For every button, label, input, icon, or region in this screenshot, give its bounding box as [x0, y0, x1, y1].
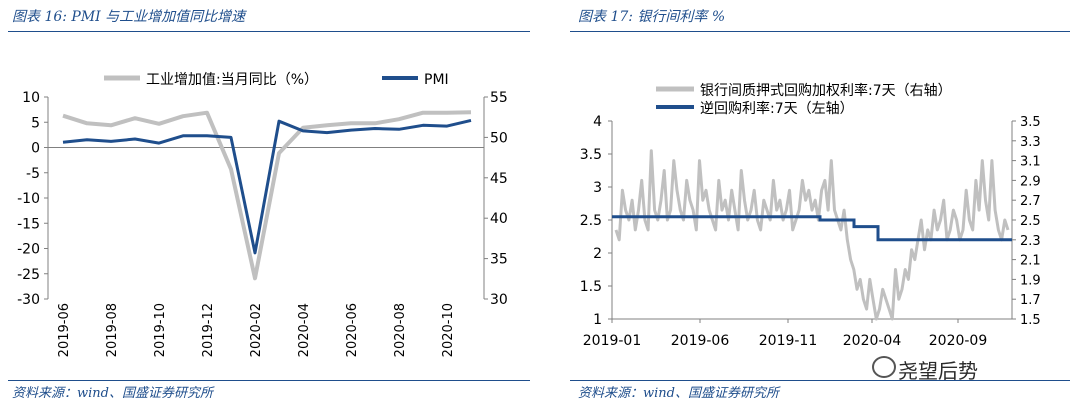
chart2-left-tick-label: 1 — [593, 312, 602, 328]
chart1-x-tick-label: 2020-06 — [345, 303, 360, 357]
chart1-plot: 1050-5-10-15-20-25-305550454035302019-06… — [17, 72, 508, 357]
chart2-right-tick-label: 1.7 — [1020, 293, 1041, 308]
chart2-left-tick-label: 4 — [593, 114, 602, 130]
chart2-right-tick-label: 3.1 — [1020, 155, 1041, 170]
chart2-x-tick-label: 2019-06 — [671, 333, 730, 349]
chart2-right-tick-label: 1.5 — [1020, 313, 1041, 328]
chart2-left-tick-label: 2.5 — [580, 213, 602, 229]
chart1-right-tick-label: 55 — [490, 90, 508, 106]
watermark-text: 尧望后势 — [898, 359, 978, 383]
chart2-x-tick-label: 2019-11 — [759, 333, 818, 349]
chart1-left-tick-label: -10 — [17, 191, 40, 207]
chart1-right-tick-label: 30 — [490, 292, 508, 308]
chart1-title: 图表 16: PMI 与工业增加值同比增速 — [12, 9, 246, 25]
chart2-left-tick-label: 1.5 — [580, 279, 602, 295]
chart1-legend-label: 工业增加值:当月同比（%） — [146, 72, 318, 88]
chart2-left-tick-label: 2 — [593, 246, 602, 262]
chart1-x-tick-label: 2019-10 — [153, 303, 168, 357]
chart1-right-tick-label: 45 — [490, 171, 508, 187]
chart1-left-tick-label: -20 — [17, 242, 40, 258]
chart1-left-tick-label: 5 — [31, 115, 40, 131]
chart2-series-line-1 — [612, 215, 1012, 242]
chart2-legend-label: 逆回购利率:7天（左轴） — [700, 100, 854, 117]
chart1-x-tick-label: 2019-12 — [201, 303, 216, 357]
chart2-right-tick-label: 3.3 — [1020, 135, 1041, 150]
chart1-left-tick-label: 10 — [22, 90, 40, 106]
chart2-plot: 4 3.5 3 2.5 2 1.5 1 3.5 3.3 3.1 2.9 2.7 2.5 2.3 2.1 1.9… — [580, 82, 1041, 349]
chart1-x-tick-label: 2020-10 — [441, 303, 456, 357]
chart1-x-tick-label: 2020-02 — [249, 303, 264, 357]
chart1-source: 资料来源：wind、国盛证券研究所 — [12, 386, 213, 401]
chart1-series-line-1 — [62, 118, 472, 255]
chart2-source: 资料来源：wind、国盛证券研究所 — [578, 386, 779, 401]
chart2-legend-label: 银行间质押式回购加权利率:7天（右轴） — [700, 82, 952, 99]
chart2-right-tick-label: 2.1 — [1020, 254, 1041, 269]
chart1-x-tick-label: 2020-08 — [393, 303, 408, 357]
chart1-right-tick-label: 35 — [490, 252, 508, 268]
chart1-series-line-0 — [62, 110, 472, 281]
chart2-right-tick-label: 2.9 — [1020, 174, 1041, 189]
chart1-title-rule — [8, 31, 530, 32]
wechat-icon — [872, 356, 896, 378]
chart2-source-rule — [570, 380, 1070, 381]
chart2-right-tick-label: 2.3 — [1020, 234, 1041, 249]
chart2-title-rule — [570, 31, 1070, 32]
chart2-right-tick-label: 3.5 — [1020, 115, 1041, 130]
chart1-left-tick-label: -30 — [17, 292, 40, 308]
chart1-left-tick-label: -5 — [26, 166, 40, 182]
chart1-source-rule — [8, 380, 530, 381]
chart1-left-tick-label: 0 — [31, 141, 40, 157]
chart1-right-tick-label: 40 — [490, 211, 508, 227]
chart2-right-tick-label: 2.7 — [1020, 194, 1041, 209]
chart2-x-tick-label: 2020-09 — [929, 333, 988, 349]
chart1-right-tick-label: 50 — [490, 130, 508, 146]
chart1-legend-label: PMI — [424, 72, 449, 88]
chart2-x-tick-label: 2019-01 — [583, 333, 642, 349]
chart1-left-tick-label: -15 — [17, 216, 40, 232]
chart1-x-tick-label: 2020-04 — [297, 303, 312, 357]
chart1-x-tick-label: 2019-08 — [105, 303, 120, 357]
chart2-right-tick-label: 2.5 — [1020, 214, 1041, 229]
chart2-series-line-0 — [614, 149, 1010, 321]
chart2-title: 图表 17: 银行间利率 % — [578, 9, 726, 25]
chart2-left-tick-label: 3.5 — [580, 147, 602, 163]
chart1-x-tick-label: 2019-06 — [57, 303, 72, 357]
chart1-left-tick-label: -25 — [17, 267, 40, 283]
chart2-left-tick-label: 3 — [593, 180, 602, 196]
chart2-right-tick-label: 1.9 — [1020, 273, 1041, 288]
chart2-x-tick-label: 2020-04 — [843, 333, 902, 349]
